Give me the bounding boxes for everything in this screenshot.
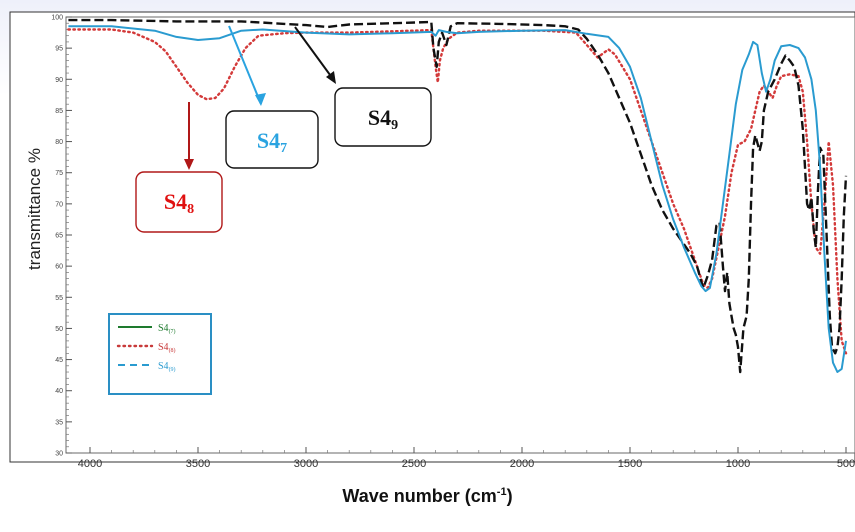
y-tick-label: 65 (55, 233, 63, 240)
legend-label: S4(8) (158, 342, 176, 354)
y-tick-label: 30 (55, 451, 63, 458)
s47-arrow (228, 25, 262, 105)
x-tick-label: 3000 (294, 458, 318, 470)
s48-arrowhead (184, 159, 194, 170)
s49-label-box (334, 87, 432, 147)
x-axis-label: Wave number (cm-1) (342, 486, 513, 506)
y-tick-label: 60 (55, 264, 63, 271)
x-tick-label: 1500 (618, 458, 642, 470)
x-tick-label: 500 (837, 458, 855, 470)
s49-arrowhead (326, 71, 336, 84)
y-tick-label: 50 (55, 326, 63, 333)
y-tick-label: 35 (55, 419, 63, 426)
legend-label: S4(9) (158, 361, 176, 373)
s48-label-box (135, 171, 223, 233)
y-tick-label: 90 (55, 77, 63, 84)
series-line-S47 (68, 25, 847, 373)
y-tick-label: 70 (55, 201, 63, 208)
y-tick-label: 95 (55, 46, 63, 53)
x-tick-label: 2000 (510, 458, 534, 470)
y-tick-label: 40 (55, 388, 63, 395)
s47-label-box (225, 110, 319, 169)
legend: S4(7) S4(8) S4(9) (108, 313, 212, 395)
y-tick-label: 100 (51, 15, 63, 22)
x-tick-label: 3500 (186, 458, 210, 470)
s47-arrowhead (255, 93, 266, 106)
y-tick-label: 45 (55, 357, 63, 364)
series-line-S49 (68, 18, 848, 374)
y-tick-label: 80 (55, 139, 63, 146)
s47-label: S47 (257, 128, 287, 156)
x-tick-label: 2500 (402, 458, 426, 470)
x-tick-label: 1000 (726, 458, 750, 470)
s48-label: S48 (164, 189, 194, 217)
legend-label: S4(7) (158, 323, 176, 335)
y-axis-label: transmittance % (25, 148, 44, 270)
y-tick-label: 75 (55, 170, 63, 177)
s49-arrow (294, 26, 334, 80)
y-tick-label: 85 (55, 108, 63, 115)
s49-label: S49 (368, 105, 398, 133)
x-tick-label: 4000 (78, 458, 102, 470)
y-tick-label: 55 (55, 295, 63, 302)
